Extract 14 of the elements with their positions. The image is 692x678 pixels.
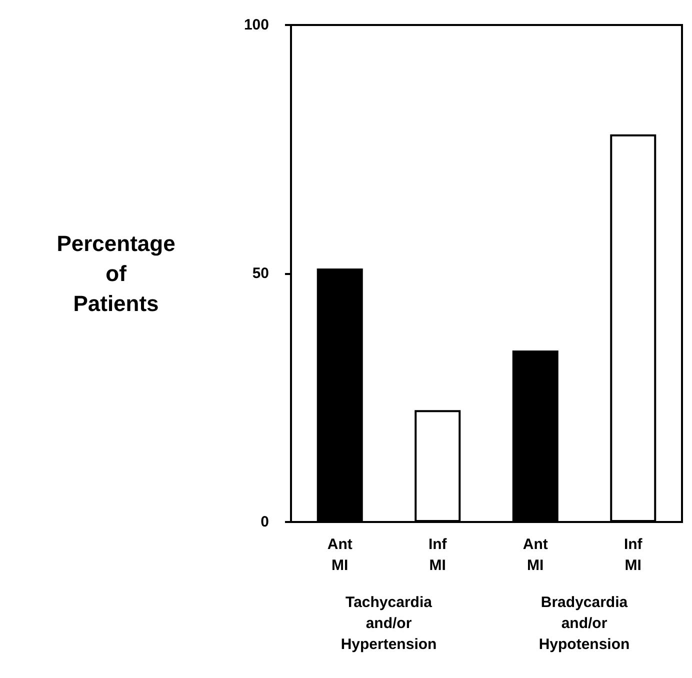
x-tick-label: Inf MI xyxy=(624,536,644,574)
y-tick-label: 100 xyxy=(244,16,269,34)
x-tick-label: Inf MI xyxy=(428,536,448,574)
x-tick-label: Ant MI xyxy=(327,536,352,574)
text: Tachycardia and/or Hypertension xyxy=(340,594,437,653)
text: Bradycardia and/or Hypotension xyxy=(538,594,630,653)
bar xyxy=(414,410,461,522)
bar xyxy=(512,350,558,522)
x-tick-label: Ant MI xyxy=(522,536,548,574)
y-axis-title: Percentage of Patients xyxy=(56,231,176,316)
y-tick-label: 0 xyxy=(260,514,269,530)
bar xyxy=(610,134,656,522)
y-tick-label: 50 xyxy=(252,265,269,282)
bar xyxy=(316,268,363,522)
